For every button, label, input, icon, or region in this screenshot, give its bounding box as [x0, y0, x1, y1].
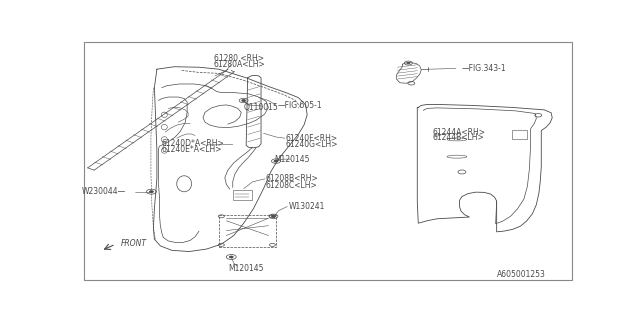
Text: —FIG.605-1: —FIG.605-1 — [277, 101, 322, 110]
Text: 61280 <RH>: 61280 <RH> — [214, 54, 264, 63]
Text: M120145: M120145 — [275, 155, 310, 164]
Bar — [219, 215, 276, 247]
Circle shape — [274, 160, 278, 162]
Text: 61208C<LH>: 61208C<LH> — [266, 180, 317, 189]
Circle shape — [149, 191, 154, 193]
Circle shape — [407, 62, 410, 64]
Circle shape — [271, 215, 275, 217]
Text: A605001253: A605001253 — [497, 270, 547, 279]
Text: 61240F<RH>: 61240F<RH> — [286, 134, 338, 143]
Text: 61280A<LH>: 61280A<LH> — [214, 60, 266, 69]
Text: 61240D*A<RH>: 61240D*A<RH> — [162, 139, 225, 148]
Text: 61240E*A<LH>: 61240E*A<LH> — [162, 145, 222, 154]
Circle shape — [229, 256, 233, 258]
Bar — [233, 190, 252, 200]
Text: W130241: W130241 — [288, 202, 324, 211]
Text: W230044—: W230044— — [81, 187, 125, 196]
Circle shape — [242, 100, 246, 101]
Text: 61244B<LH>: 61244B<LH> — [432, 133, 484, 142]
Text: 61240G<LH>: 61240G<LH> — [286, 140, 339, 149]
Text: 61208B<RH>: 61208B<RH> — [266, 174, 319, 183]
Text: —FIG.343-1: —FIG.343-1 — [462, 64, 506, 73]
Text: M120145: M120145 — [228, 264, 263, 273]
Text: Q110015: Q110015 — [244, 103, 278, 112]
Text: 61244A<RH>: 61244A<RH> — [432, 128, 485, 137]
Bar — [511, 130, 527, 140]
Text: FRONT: FRONT — [121, 239, 147, 248]
